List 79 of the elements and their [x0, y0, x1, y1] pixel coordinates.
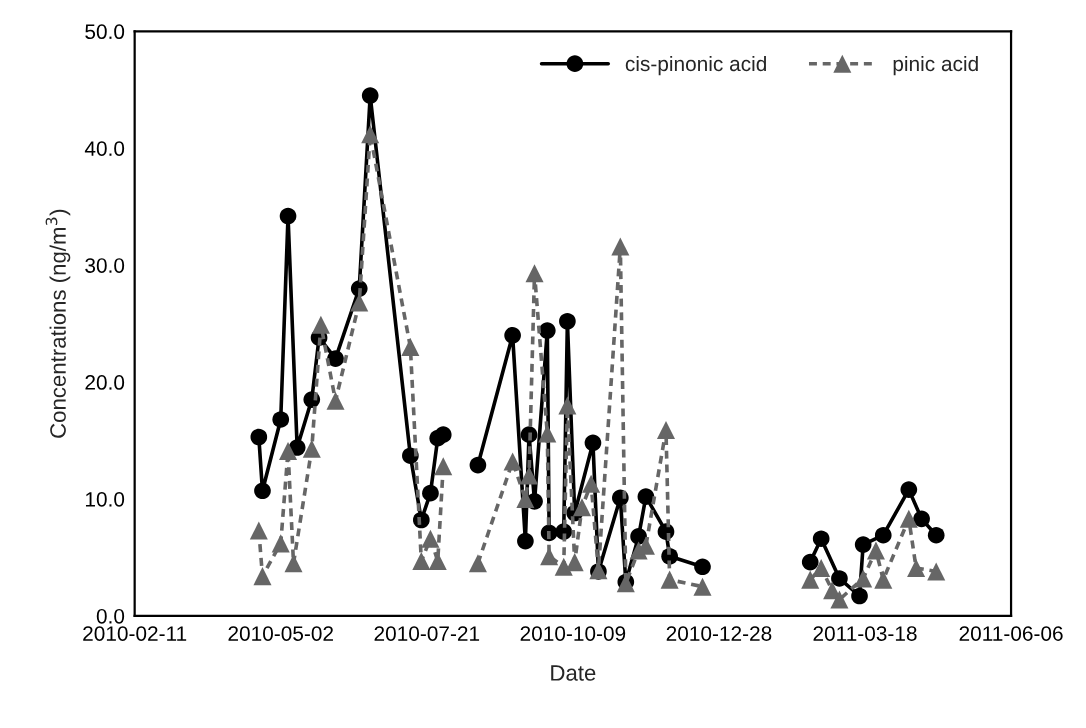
point [584, 434, 602, 452]
point [830, 590, 849, 609]
point [900, 481, 918, 498]
x-axis-title: Date [551, 665, 596, 681]
point [361, 87, 379, 104]
point [517, 532, 534, 550]
point [907, 558, 926, 577]
point [831, 570, 848, 587]
x-tick-label: 2010-07-21 [374, 626, 480, 641]
point [812, 558, 831, 577]
y-tick-label: 0.0 [96, 608, 125, 624]
x-tick-label: 2011-03-18 [813, 626, 917, 641]
point [611, 237, 630, 256]
y-tick-label: 10.0 [85, 491, 125, 507]
point [854, 569, 873, 588]
point [279, 207, 297, 225]
point [469, 456, 487, 474]
point [311, 315, 330, 334]
point [538, 322, 556, 339]
point [630, 528, 647, 545]
point [302, 439, 321, 458]
point [434, 426, 452, 443]
point [927, 526, 945, 544]
point [554, 557, 573, 576]
point [254, 482, 271, 500]
point [361, 125, 380, 144]
point [874, 570, 893, 589]
point [927, 562, 946, 581]
point [582, 474, 601, 493]
legend-label: cis-pinonic acid [625, 55, 766, 76]
x-tick-label: 2011-06-06 [959, 626, 1063, 641]
y-tick-label: 20.0 [85, 375, 125, 390]
point [854, 536, 872, 553]
point [801, 570, 820, 589]
point [572, 498, 592, 517]
point [279, 442, 298, 461]
x-tick-label: 2010-05-02 [228, 626, 333, 641]
x-tick-label: 2010-12-28 [666, 626, 772, 641]
point [421, 529, 440, 548]
point [401, 337, 420, 357]
point [350, 293, 369, 312]
point [660, 570, 679, 589]
point [540, 547, 559, 566]
point [504, 326, 521, 344]
point [913, 510, 930, 528]
y-tick-label: 50.0 [85, 24, 125, 40]
point [694, 558, 711, 576]
point [812, 530, 830, 548]
point [637, 488, 655, 505]
point [520, 466, 539, 485]
point [468, 554, 487, 573]
point [412, 551, 431, 570]
point [327, 350, 344, 367]
point [422, 484, 439, 502]
x-tick-label: 2010-10-09 [520, 626, 626, 641]
point [899, 509, 918, 528]
point [272, 411, 290, 428]
point [503, 452, 522, 471]
point [525, 264, 544, 283]
point [558, 396, 577, 415]
point [250, 428, 268, 446]
point [851, 587, 868, 605]
point [326, 391, 345, 410]
point [874, 526, 892, 544]
point [538, 424, 557, 443]
x-tick-label: 2010-02-11 [83, 626, 187, 641]
point [866, 541, 885, 560]
point [253, 567, 272, 586]
point [801, 553, 819, 571]
y-tick-label: 40.0 [84, 141, 125, 156]
point [656, 420, 676, 440]
point [271, 534, 290, 553]
y-axis-title: Concentrations (ng/m$^{3}$) [45, 209, 71, 438]
point [693, 577, 712, 596]
point [249, 521, 268, 540]
legend-label: pinic acid [893, 55, 978, 76]
y-tick-label: 30.0 [85, 258, 125, 273]
point [434, 457, 453, 476]
point [559, 312, 576, 330]
